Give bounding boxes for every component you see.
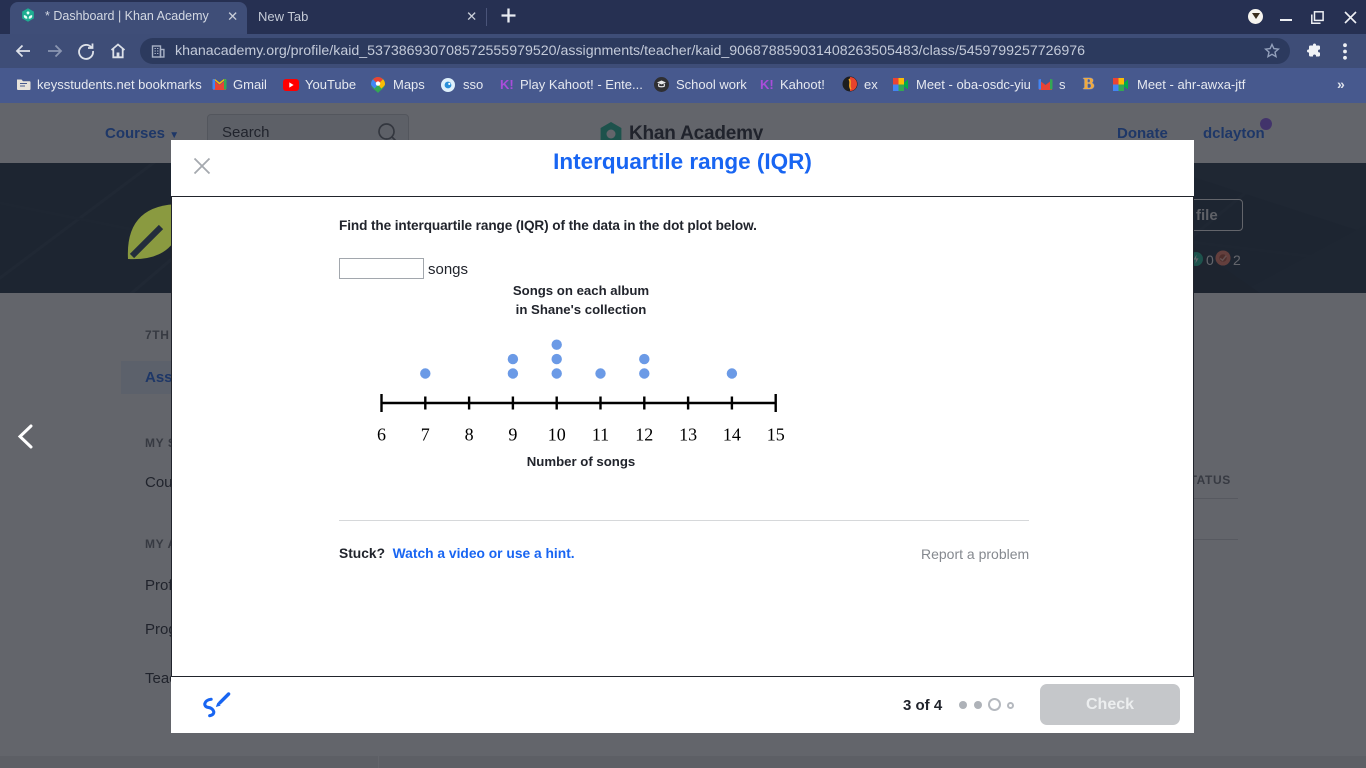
svg-text:15: 15 (767, 425, 785, 445)
svg-text:12: 12 (635, 425, 653, 445)
svg-text:14: 14 (723, 425, 741, 445)
svg-text:6: 6 (377, 425, 386, 445)
svg-text:7: 7 (421, 425, 430, 445)
svg-text:11: 11 (592, 425, 609, 445)
svg-text:10: 10 (548, 425, 566, 445)
svg-text:13: 13 (679, 425, 697, 445)
svg-text:8: 8 (465, 425, 474, 445)
svg-text:9: 9 (508, 425, 517, 445)
